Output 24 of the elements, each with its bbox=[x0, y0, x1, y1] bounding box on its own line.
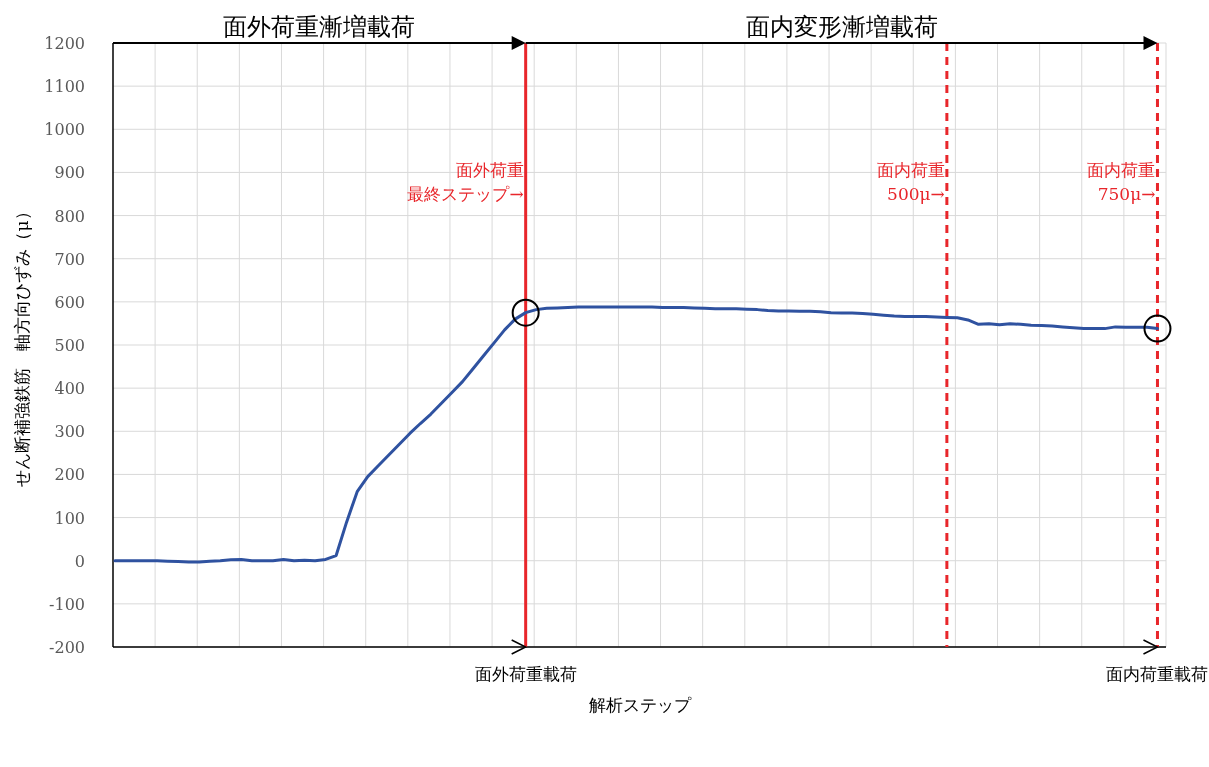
y-tick-label: 500 bbox=[54, 336, 85, 355]
y-tick-label: 1100 bbox=[44, 77, 85, 97]
annotation: 面内荷重500μ→ bbox=[876, 160, 945, 204]
text: 面外荷重漸増載荷 bbox=[223, 13, 416, 41]
y-tick-label: 400 bbox=[54, 379, 85, 399]
text: 面内荷重載荷 bbox=[1106, 664, 1209, 684]
y-axis-title: せん断補強鉄筋 軸方向ひずみ（μ） bbox=[12, 203, 32, 487]
x-axis-title: 解析ステップ bbox=[588, 695, 692, 715]
y-tick-label: 200 bbox=[54, 465, 85, 485]
y-tick-label: 1000 bbox=[44, 120, 85, 140]
text: 面外荷重載荷 bbox=[474, 664, 577, 684]
y-tick-label: 1200 bbox=[44, 34, 85, 53]
y-tick-label: 900 bbox=[54, 163, 85, 183]
y-tick-label: -200 bbox=[49, 638, 85, 657]
y-tick-label: 600 bbox=[54, 292, 85, 312]
y-tick-label: 300 bbox=[54, 422, 85, 442]
y-tick-label: 700 bbox=[54, 249, 85, 269]
y-tick-label: 100 bbox=[54, 508, 85, 528]
y-tick-label: 800 bbox=[54, 206, 85, 226]
text: 面内変形漸増載荷 bbox=[745, 13, 938, 41]
y-tick-label: 0 bbox=[74, 551, 85, 571]
annotation: 面外荷重最終ステップ→ bbox=[407, 160, 524, 204]
y-tick-label: -100 bbox=[49, 594, 85, 614]
annotation: 面内荷重750μ→ bbox=[1087, 160, 1156, 204]
